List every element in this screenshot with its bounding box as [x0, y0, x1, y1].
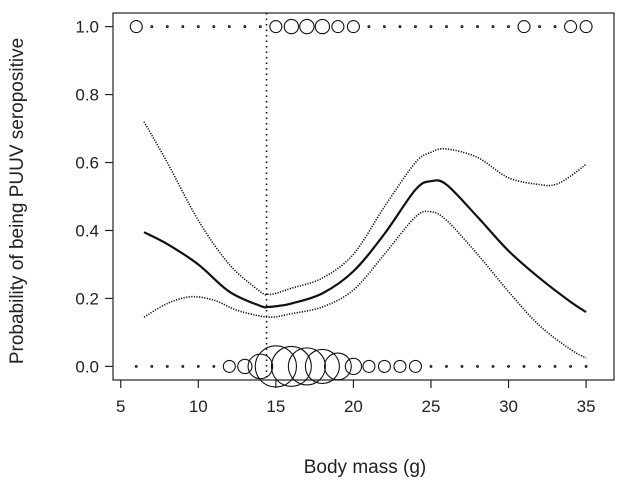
- observation-bubble: [553, 25, 557, 29]
- observation-bubble: [181, 25, 185, 29]
- x-tick-label: 10: [189, 397, 208, 416]
- observation-bubble: [460, 364, 464, 368]
- observation-bubble: [491, 25, 495, 29]
- observation-bubble: [491, 364, 495, 368]
- observation-bubble: [414, 25, 417, 29]
- observation-bubble: [196, 25, 200, 29]
- observation-bubble: [460, 25, 464, 29]
- observation-bubble: [283, 18, 300, 35]
- observation-bubble: [227, 25, 231, 29]
- observation-bubble: [579, 20, 593, 34]
- observation-bubbles: [129, 18, 593, 388]
- observation-bubble: [445, 364, 448, 368]
- y-axis: 0.0 0.2 0.4 0.6 0.8 1.0: [75, 18, 113, 376]
- observation-bubble: [553, 364, 557, 368]
- observation-bubble: [344, 357, 363, 376]
- plot-box: [112, 12, 615, 381]
- observation-bubble: [538, 364, 541, 368]
- observation-bubble: [522, 364, 526, 368]
- observation-bubble: [398, 25, 402, 29]
- y-tick-label: 0.4: [75, 221, 99, 240]
- upper-ci-line: [143, 121, 587, 296]
- y-axis-label: Probability of being PUUV seropositive: [7, 38, 28, 364]
- observation-bubble: [237, 358, 253, 375]
- lower-ci-line: [143, 210, 587, 359]
- observation-bubble: [270, 345, 312, 387]
- observation-bubble: [212, 364, 216, 368]
- y-tick-label: 0.2: [75, 289, 99, 308]
- observation-bubble: [445, 25, 448, 29]
- observation-bubble: [247, 353, 274, 380]
- observation-bubble: [408, 359, 423, 373]
- observation-bubble: [222, 359, 236, 373]
- observation-bubble: [323, 352, 352, 381]
- y-tick-label: 0.0: [75, 357, 99, 376]
- observation-bubble: [258, 25, 262, 29]
- observation-bubble: [367, 25, 371, 29]
- observation-bubble: [429, 25, 433, 29]
- observation-bubble: [287, 347, 326, 386]
- observation-bubble: [517, 20, 531, 34]
- observation-bubble: [507, 364, 510, 368]
- observation-bubble: [507, 25, 510, 29]
- observation-bubble: [196, 364, 200, 368]
- observation-bubble: [476, 364, 479, 368]
- y-tick-label: 0.8: [75, 86, 99, 105]
- observation-bubble: [362, 359, 376, 373]
- observation-bubble: [314, 18, 331, 35]
- observation-bubble: [299, 18, 315, 35]
- x-tick-label: 20: [344, 397, 363, 416]
- x-tick-label: 5: [116, 397, 125, 416]
- observation-bubble: [382, 25, 386, 29]
- x-tick-label: 35: [577, 397, 596, 416]
- observation-bubble: [129, 20, 143, 34]
- observation-bubble: [476, 25, 479, 29]
- observation-bubble: [243, 25, 247, 29]
- observation-bubble: [584, 364, 588, 368]
- observation-bubble: [165, 25, 169, 29]
- observation-bubble: [150, 25, 154, 29]
- observation-bubble: [346, 20, 360, 34]
- observation-bubble: [134, 364, 138, 368]
- x-tick-label: 30: [499, 397, 518, 416]
- observation-bubble: [564, 20, 578, 34]
- observation-bubble: [393, 359, 407, 373]
- observation-bubble: [150, 364, 154, 368]
- observation-bubble: [429, 364, 433, 368]
- observation-bubble: [212, 25, 216, 29]
- observation-bubble: [377, 359, 391, 373]
- observation-bubble: [254, 345, 298, 388]
- observation-bubble: [538, 25, 541, 29]
- y-tick-label: 0.6: [75, 154, 99, 173]
- x-axis-label: Body mass (g): [304, 457, 426, 478]
- observation-bubble: [181, 364, 185, 368]
- y-tick-label: 1.0: [75, 18, 99, 37]
- observation-bubble: [331, 20, 345, 34]
- x-tick-label: 15: [266, 397, 285, 416]
- observation-bubble: [304, 348, 340, 384]
- x-tick-label: 25: [422, 397, 441, 416]
- fitted-line: [143, 179, 587, 313]
- series-lines: [143, 13, 587, 380]
- observation-bubble: [165, 364, 169, 368]
- observation-bubble: [569, 364, 573, 368]
- x-axis: 5 10 15 20 25 30 35: [116, 380, 596, 416]
- plot-frame: [112, 12, 615, 381]
- observation-bubble: [269, 20, 283, 34]
